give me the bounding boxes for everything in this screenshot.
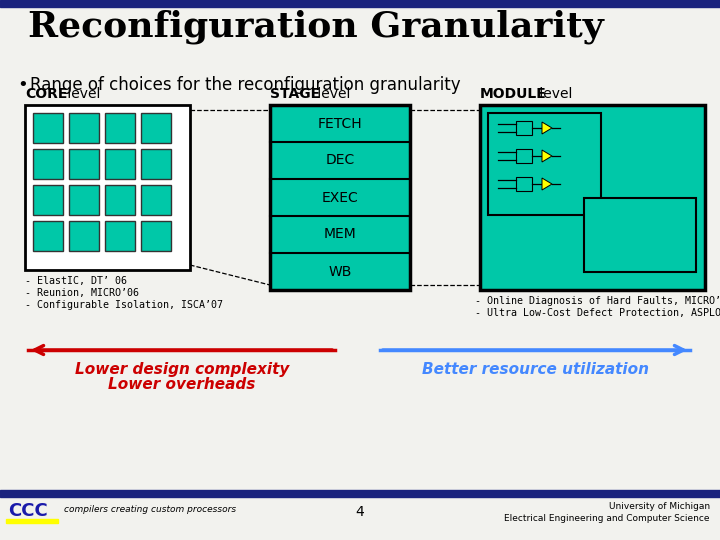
Text: - ElastIC, DT’ 06: - ElastIC, DT’ 06: [25, 276, 127, 286]
Text: level: level: [313, 87, 351, 101]
Text: Electrical Engineering and Computer Science: Electrical Engineering and Computer Scie…: [505, 514, 710, 523]
Polygon shape: [542, 178, 552, 190]
Text: CORE: CORE: [25, 87, 68, 101]
Bar: [33, 113, 63, 143]
Bar: [69, 185, 99, 215]
Polygon shape: [542, 150, 552, 162]
Bar: [105, 113, 135, 143]
Text: - Configurable Isolation, ISCA’07: - Configurable Isolation, ISCA’07: [25, 300, 223, 310]
Text: WB: WB: [328, 265, 351, 279]
Text: Better resource utilization: Better resource utilization: [421, 362, 649, 377]
Text: MODULE: MODULE: [480, 87, 546, 101]
Bar: [69, 113, 99, 143]
Bar: [141, 149, 171, 179]
Text: MEM: MEM: [323, 227, 356, 241]
Bar: [33, 149, 63, 179]
Text: EXEC: EXEC: [322, 191, 359, 205]
Text: CCC: CCC: [8, 502, 48, 520]
Bar: [6, 519, 58, 523]
Bar: [270, 105, 410, 290]
Bar: [583, 198, 696, 272]
Bar: [33, 221, 63, 251]
Text: Lower design complexity: Lower design complexity: [75, 362, 289, 377]
Bar: [141, 185, 171, 215]
Text: - Reunion, MICRO’06: - Reunion, MICRO’06: [25, 288, 139, 298]
Bar: [141, 113, 171, 143]
Bar: [488, 113, 600, 215]
Bar: [69, 221, 99, 251]
Bar: [141, 221, 171, 251]
Text: Reconfiguration Granularity: Reconfiguration Granularity: [28, 10, 604, 44]
Bar: [516, 177, 532, 191]
Bar: [516, 121, 532, 135]
Bar: [105, 185, 135, 215]
Text: FETCH: FETCH: [318, 117, 362, 131]
Text: 4: 4: [356, 505, 364, 519]
Bar: [25, 105, 190, 270]
Polygon shape: [542, 122, 552, 134]
Text: - Online Diagnosis of Hard Faults, MICRO’ 05: - Online Diagnosis of Hard Faults, MICRO…: [475, 296, 720, 306]
Text: - Ultra Low-Cost Defect Protection, ASPLOS’ 06: - Ultra Low-Cost Defect Protection, ASPL…: [475, 308, 720, 318]
Bar: [105, 221, 135, 251]
Bar: [516, 149, 532, 163]
Text: level: level: [63, 87, 100, 101]
Bar: [480, 105, 705, 290]
Text: University of Michigan: University of Michigan: [609, 502, 710, 511]
Text: compilers creating custom processors: compilers creating custom processors: [64, 505, 236, 514]
Text: •: •: [17, 76, 28, 94]
Text: Lower overheads: Lower overheads: [108, 377, 256, 392]
Bar: [0, 490, 720, 497]
Bar: [33, 185, 63, 215]
Text: DEC: DEC: [325, 153, 355, 167]
Bar: [105, 149, 135, 179]
Text: Range of choices for the reconfiguration granularity: Range of choices for the reconfiguration…: [30, 76, 461, 94]
Bar: [69, 149, 99, 179]
Text: level: level: [535, 87, 572, 101]
Bar: [0, 0, 720, 7]
Text: STAGE: STAGE: [270, 87, 320, 101]
